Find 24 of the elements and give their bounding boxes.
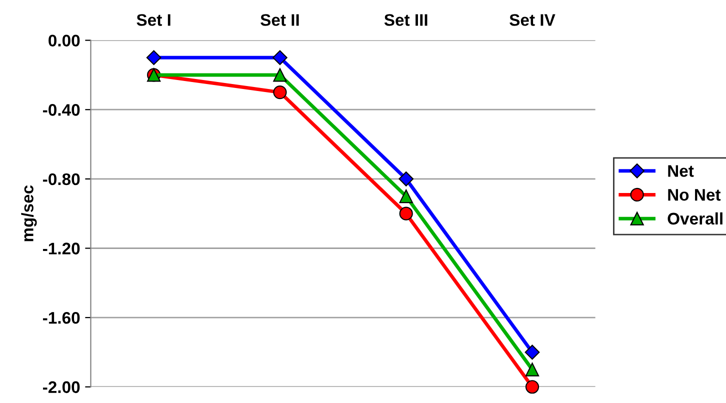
y-tick-label: -1.20 — [43, 242, 80, 254]
point — [399, 206, 413, 220]
x-tick-label: Set IV — [510, 14, 556, 26]
y-tick-label: -0.80 — [43, 173, 80, 186]
legend-label: Overall — [668, 212, 722, 225]
y-tick-label: 0.00 — [48, 34, 80, 47]
y-axis-title: mg/sec — [21, 185, 37, 242]
point — [525, 380, 540, 394]
y-tick-label: -0.40 — [43, 104, 80, 116]
legend-label: Net — [668, 165, 694, 177]
point — [273, 85, 287, 100]
x-tick-label: Set III — [384, 14, 428, 26]
x-tick-label: Set I — [136, 14, 170, 26]
legend-label: No Net — [668, 189, 721, 201]
point — [273, 68, 287, 82]
point — [525, 362, 540, 376]
point — [398, 172, 414, 186]
point — [146, 50, 162, 66]
point — [399, 189, 413, 204]
point — [524, 344, 540, 360]
y-tick-label: -2.00 — [43, 381, 80, 394]
y-tick-label: -1.60 — [43, 312, 80, 324]
point — [272, 50, 288, 66]
x-tick-label: Set II — [260, 14, 299, 26]
